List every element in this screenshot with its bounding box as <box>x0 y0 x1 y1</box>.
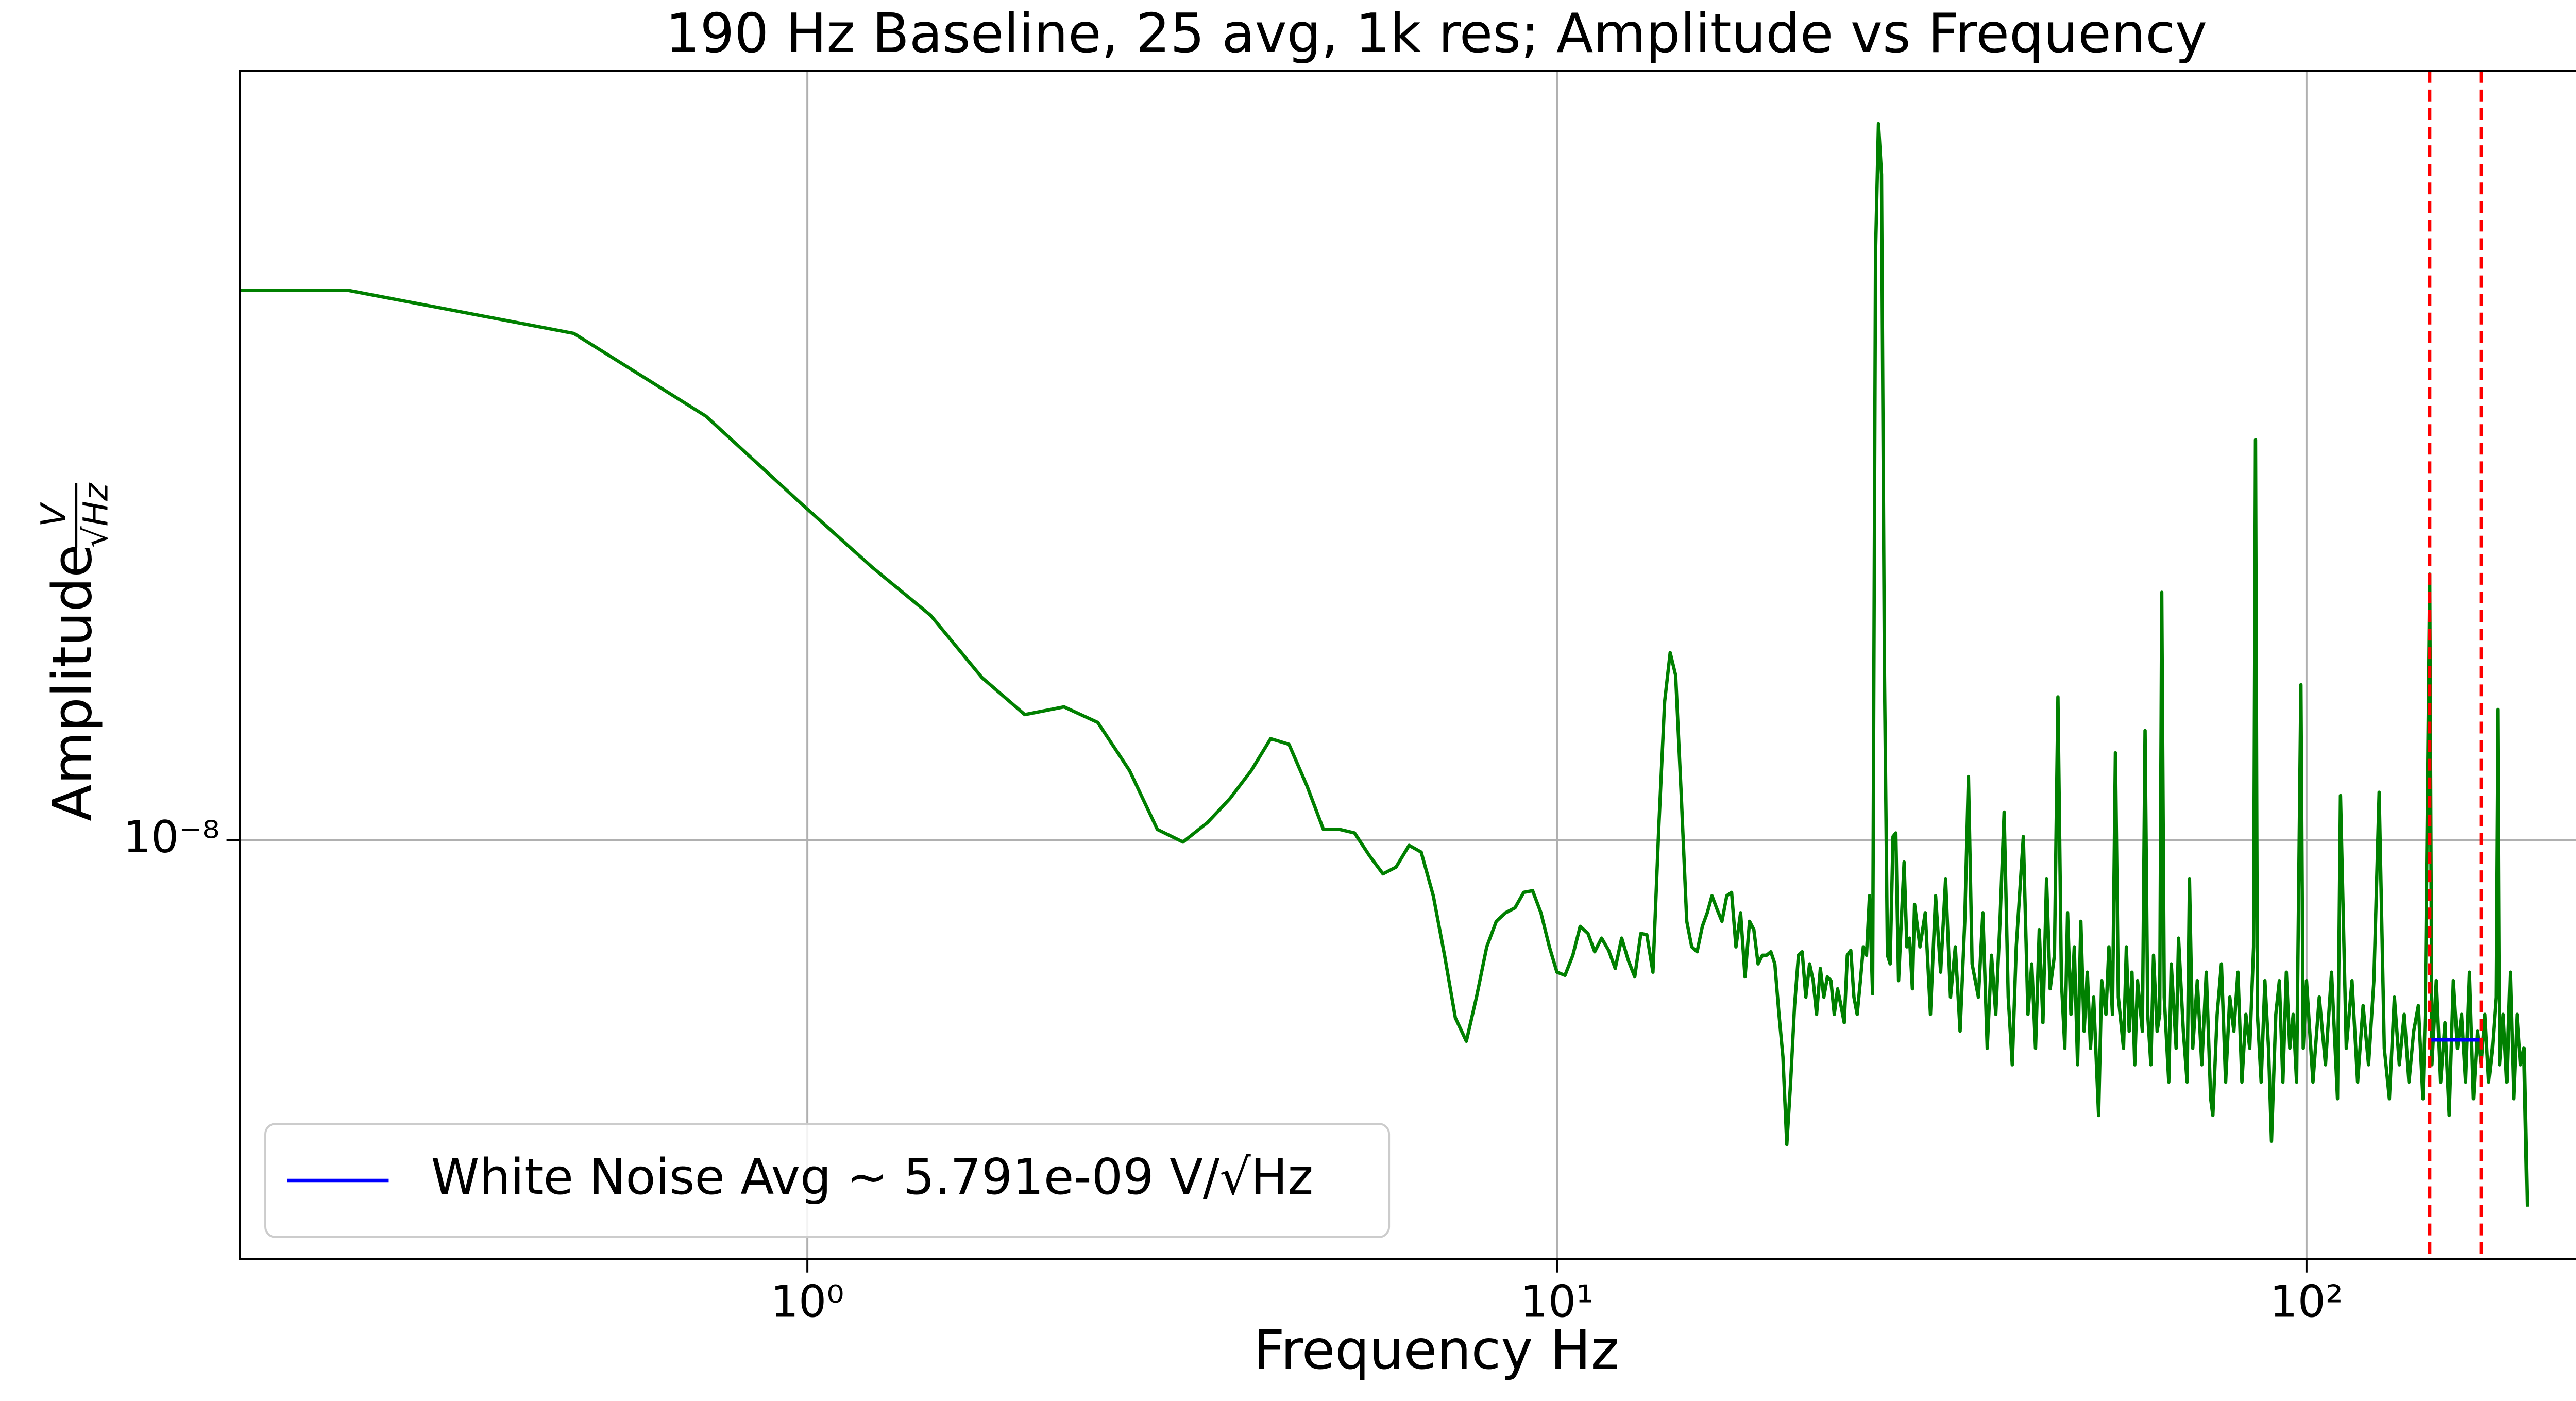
series-line <box>240 122 2529 1207</box>
chart-title: 190 Hz Baseline, 25 avg, 1k res; Amplitu… <box>666 2 2207 65</box>
ticks: 10⁰ 10¹ 10² 10⁻⁸ <box>123 812 2343 1327</box>
y-unit-numerator: V <box>34 502 73 527</box>
y-axis-label: Amplitude <box>41 544 104 821</box>
axes-frame <box>239 70 2576 1260</box>
grid <box>240 71 2576 1259</box>
y-tick-label: 10⁻⁸ <box>123 812 220 863</box>
y-unit-denominator: √Hz <box>76 482 115 548</box>
x-tick-label: 10¹ <box>1520 1276 1594 1327</box>
x-tick-label: 10⁰ <box>771 1276 844 1327</box>
x-tick-label: 10² <box>2270 1276 2344 1327</box>
y-axis-label-group: Amplitude V √Hz <box>34 482 115 821</box>
legend: White Noise Avg ~ 5.791e-09 V/√Hz <box>264 1123 1391 1238</box>
legend-box <box>264 1123 1391 1238</box>
plot-area <box>240 71 2529 1259</box>
legend-label: White Noise Avg ~ 5.791e-09 V/√Hz <box>431 1149 1313 1206</box>
x-axis-label: Frequency Hz <box>1253 1319 1619 1381</box>
